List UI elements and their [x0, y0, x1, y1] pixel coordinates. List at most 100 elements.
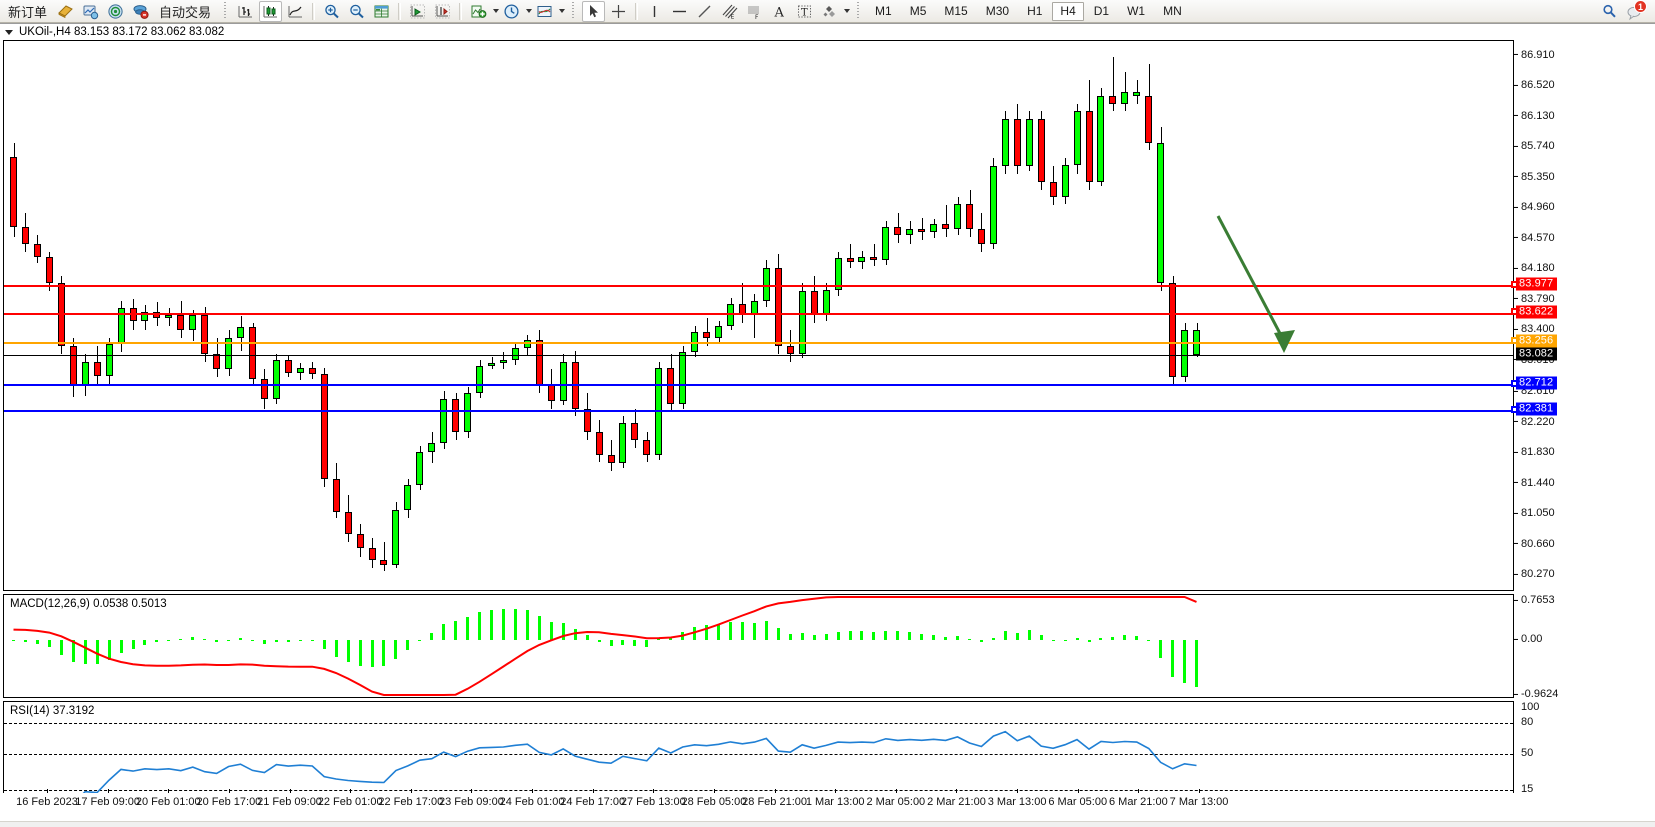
candle-body — [488, 363, 495, 367]
candle-body — [774, 267, 782, 346]
level-drag-handle[interactable] — [1511, 280, 1518, 288]
fibonacci-button[interactable]: F — [743, 1, 766, 22]
macd-histogram-bar — [908, 632, 912, 641]
timeframe-d1[interactable]: D1 — [1093, 4, 1110, 18]
macd-histogram-bar — [1123, 635, 1127, 641]
price-level-line-83.622[interactable] — [4, 312, 1513, 315]
candle-body — [1025, 119, 1033, 167]
price-level-label-82.712[interactable]: 82.712 — [1511, 376, 1558, 390]
vertical-line-button[interactable] — [643, 1, 666, 22]
timeframe-m15[interactable]: M15 — [944, 4, 968, 18]
market-watch-icon-button[interactable] — [79, 1, 102, 22]
candle-body — [989, 166, 997, 245]
macd-histogram-bar — [382, 640, 386, 667]
zoom-out-button[interactable] — [345, 1, 368, 22]
indicators-dropdown-caret[interactable] — [493, 9, 500, 13]
price-tick: 86.910 — [1514, 49, 1555, 61]
candle-wick — [754, 294, 756, 339]
chart-shift-button[interactable] — [406, 1, 429, 22]
price-level-label-82.381[interactable]: 82.381 — [1511, 402, 1558, 416]
macd-histogram-bar — [669, 637, 673, 641]
timeframe-h1[interactable]: H1 — [1027, 4, 1043, 18]
expert-advisors-icon-button[interactable] — [54, 1, 77, 22]
price-plot-area[interactable] — [4, 41, 1513, 590]
bar-chart-button[interactable] — [234, 1, 257, 22]
price-level-line-82.381[interactable] — [4, 410, 1513, 413]
shapes-button[interactable] — [818, 1, 841, 22]
macd-histogram-bar — [167, 639, 171, 641]
search-button[interactable] — [1598, 1, 1621, 22]
candle-body — [213, 353, 221, 370]
channels-button[interactable]: E — [718, 1, 741, 22]
indicators-button[interactable] — [467, 1, 490, 22]
autotrading-icon-button[interactable] — [129, 1, 152, 22]
price-axis[interactable]: 86.910 86.520 86.130 85.740 85.350 84.960 84.5… — [1511, 40, 1652, 591]
candle-body — [296, 367, 304, 373]
notifications-button[interactable]: 1 — [1623, 0, 1648, 22]
timeframe-m1[interactable]: M1 — [875, 4, 892, 18]
price-level-line-83.082[interactable] — [4, 355, 1513, 357]
down-trend-arrow[interactable] — [4, 41, 1512, 590]
macd-pane[interactable]: MACD(12,26,9) 0.0538 0.5013 — [3, 594, 1513, 698]
period-dropdown-caret[interactable] — [526, 9, 533, 13]
cursor-button[interactable] — [582, 0, 606, 22]
price-level-label-83.082[interactable]: 83.082 — [1516, 347, 1558, 361]
shapes-dropdown-caret[interactable] — [844, 9, 851, 13]
candlestick-chart-button[interactable] — [259, 0, 283, 22]
rsi-plot-area[interactable] — [4, 702, 1513, 805]
auto-scroll-button[interactable] — [431, 1, 454, 22]
level-drag-handle[interactable] — [1511, 337, 1518, 345]
macd-plot-area[interactable] — [4, 595, 1513, 697]
timeframe-h4[interactable]: H4 — [1052, 1, 1084, 21]
text-label-button[interactable]: T — [793, 1, 816, 22]
templates-button[interactable] — [533, 1, 556, 22]
macd-histogram-bar — [466, 616, 470, 641]
level-drag-handle[interactable] — [1511, 308, 1518, 316]
price-tick: 85.350 — [1514, 171, 1555, 183]
trendline-button[interactable] — [693, 1, 716, 22]
rsi-line — [13, 730, 1197, 804]
period-button[interactable] — [500, 1, 523, 22]
text-button[interactable]: A — [768, 1, 791, 22]
horizontal-line-button[interactable] — [668, 1, 691, 22]
macd-histogram-bar — [848, 631, 852, 641]
rsi-axis[interactable]: 1008050150 — [1513, 701, 1652, 807]
time-tick — [956, 789, 958, 793]
candle-body — [643, 439, 651, 456]
rsi-tick: 100 — [1521, 701, 1540, 713]
timeframe-mn[interactable]: MN — [1163, 4, 1182, 18]
macd-axis[interactable]: 0.7653 0.00 -0.9624 — [1513, 594, 1652, 700]
fibonacci-icon: F — [746, 3, 763, 20]
price-level-label-83.256[interactable]: 83.256 — [1511, 334, 1558, 348]
candle-body — [882, 227, 890, 260]
timeframe-m5[interactable]: M5 — [909, 4, 927, 18]
price-level-label-83.622[interactable]: 83.622 — [1511, 305, 1558, 319]
price-level-line-83.256[interactable] — [4, 341, 1513, 344]
svg-text:A: A — [774, 5, 785, 20]
chart-menu-caret-icon[interactable] — [5, 29, 13, 35]
templates-dropdown-caret[interactable] — [559, 9, 566, 13]
rsi-pane[interactable]: RSI(14) 37.3192 — [3, 701, 1513, 806]
timeframe-w1[interactable]: W1 — [1127, 4, 1146, 18]
new-order-button[interactable]: 新订单 — [3, 1, 52, 22]
time-axis[interactable]: 16 Feb 2023 17 Feb 09:00 20 Feb 01:00 20 Fe… — [3, 789, 1652, 813]
price-level-label-83.977[interactable]: 83.977 — [1511, 277, 1558, 291]
autotrading-button[interactable]: 自动交易 — [154, 1, 216, 22]
rsi-level-80 — [4, 722, 1513, 724]
macd-histogram-bar — [1111, 636, 1115, 641]
line-chart-button[interactable] — [284, 1, 307, 22]
candle-wick — [1136, 80, 1138, 104]
level-drag-handle[interactable] — [1511, 379, 1518, 387]
data-window-button[interactable] — [370, 1, 393, 22]
price-level-line-83.977[interactable] — [4, 285, 1513, 288]
navigator-icon-button[interactable] — [104, 1, 127, 22]
macd-histogram-bar — [633, 640, 637, 646]
crosshair-button[interactable] — [607, 1, 630, 22]
candle-body — [1097, 95, 1105, 182]
line-chart-icon — [287, 3, 304, 20]
price-level-line-82.712[interactable] — [4, 384, 1513, 387]
timeframe-m30[interactable]: M30 — [985, 4, 1010, 18]
zoom-in-button[interactable] — [320, 1, 343, 22]
level-drag-handle[interactable] — [1511, 405, 1518, 413]
price-pane[interactable] — [3, 40, 1513, 591]
